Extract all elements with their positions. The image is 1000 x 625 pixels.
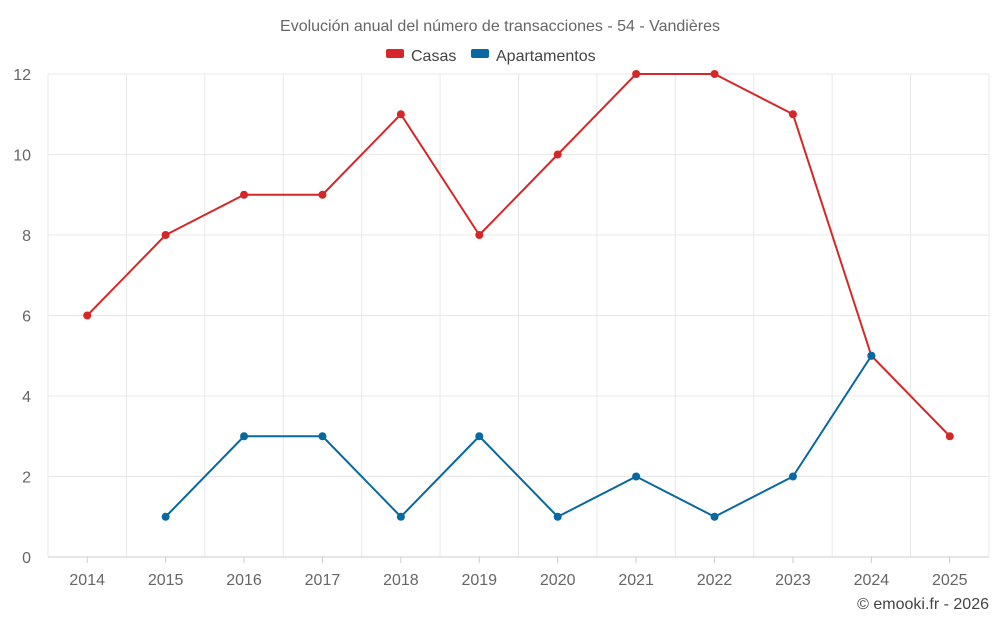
x-tick-label: 2017 [305, 572, 341, 589]
data-point-apartamentos-2019[interactable] [475, 432, 484, 441]
x-tick-label: 2016 [226, 572, 262, 589]
y-tick-label: 12 [13, 67, 31, 84]
x-tick-label: 2015 [148, 572, 184, 589]
data-point-casas-2014[interactable] [83, 311, 92, 320]
legend[interactable]: Casas Apartamentos [386, 48, 596, 65]
data-point-casas-2018[interactable] [396, 110, 405, 119]
y-tick-label: 8 [22, 228, 31, 245]
data-point-apartamentos-2020[interactable] [553, 512, 562, 521]
data-point-apartamentos-2023[interactable] [788, 472, 797, 481]
x-axis: 2014 2015 2016 2017 2018 2019 2020 2021 2022 2023… [48, 556, 989, 589]
data-point-casas-2019[interactable] [475, 231, 484, 239]
series-line-casas[interactable] [86, 73, 951, 437]
data-point-casas-2023[interactable] [788, 110, 797, 119]
data-point-casas-2022[interactable] [710, 70, 719, 78]
legend-label-apartamentos[interactable]: Apartamentos [496, 48, 596, 65]
series-layer [83, 70, 954, 521]
data-point-casas-2016[interactable] [240, 190, 249, 199]
data-point-casas-2015[interactable] [161, 231, 170, 239]
x-tick-label: 2020 [540, 572, 576, 589]
series-line-apartamentos[interactable] [164, 355, 873, 518]
credit-text[interactable]: © emooki.fr - 2026 [857, 596, 989, 613]
data-point-casas-2017[interactable] [318, 190, 327, 199]
legend-swatch-casas[interactable] [386, 49, 404, 58]
x-tick-label: 2018 [383, 572, 419, 589]
x-tick-label: 2024 [854, 572, 890, 589]
x-tick-label: 2023 [775, 572, 811, 589]
data-point-apartamentos-2021[interactable] [632, 472, 641, 481]
y-tick-label: 6 [22, 309, 31, 326]
x-tick-label: 2025 [932, 572, 968, 589]
y-tick-label: 4 [22, 389, 31, 406]
data-point-apartamentos-2018[interactable] [396, 512, 405, 521]
data-point-apartamentos-2024[interactable] [867, 351, 876, 360]
x-tick-label: 2014 [69, 572, 105, 589]
data-point-apartamentos-2015[interactable] [161, 512, 170, 521]
data-point-casas-2025[interactable] [945, 432, 954, 441]
data-point-casas-2020[interactable] [553, 150, 562, 159]
y-tick-label: 2 [22, 470, 31, 487]
y-tick-label: 10 [13, 148, 31, 165]
grid [47, 73, 990, 557]
y-axis: 0 2 4 6 8 10 12 [13, 67, 31, 567]
x-tick-label: 2019 [461, 572, 497, 589]
data-point-apartamentos-2022[interactable] [710, 512, 719, 521]
x-tick-label: 2022 [697, 572, 733, 589]
y-tick-label: 0 [22, 550, 31, 567]
chart-title: Evolución anual del número de transaccio… [280, 18, 720, 35]
x-tick-label: 2021 [618, 572, 654, 589]
data-point-casas-2021[interactable] [632, 70, 641, 78]
data-point-apartamentos-2017[interactable] [318, 432, 327, 441]
data-point-apartamentos-2016[interactable] [240, 432, 249, 441]
legend-label-casas[interactable]: Casas [411, 48, 456, 65]
legend-swatch-apartamentos[interactable] [471, 49, 489, 58]
